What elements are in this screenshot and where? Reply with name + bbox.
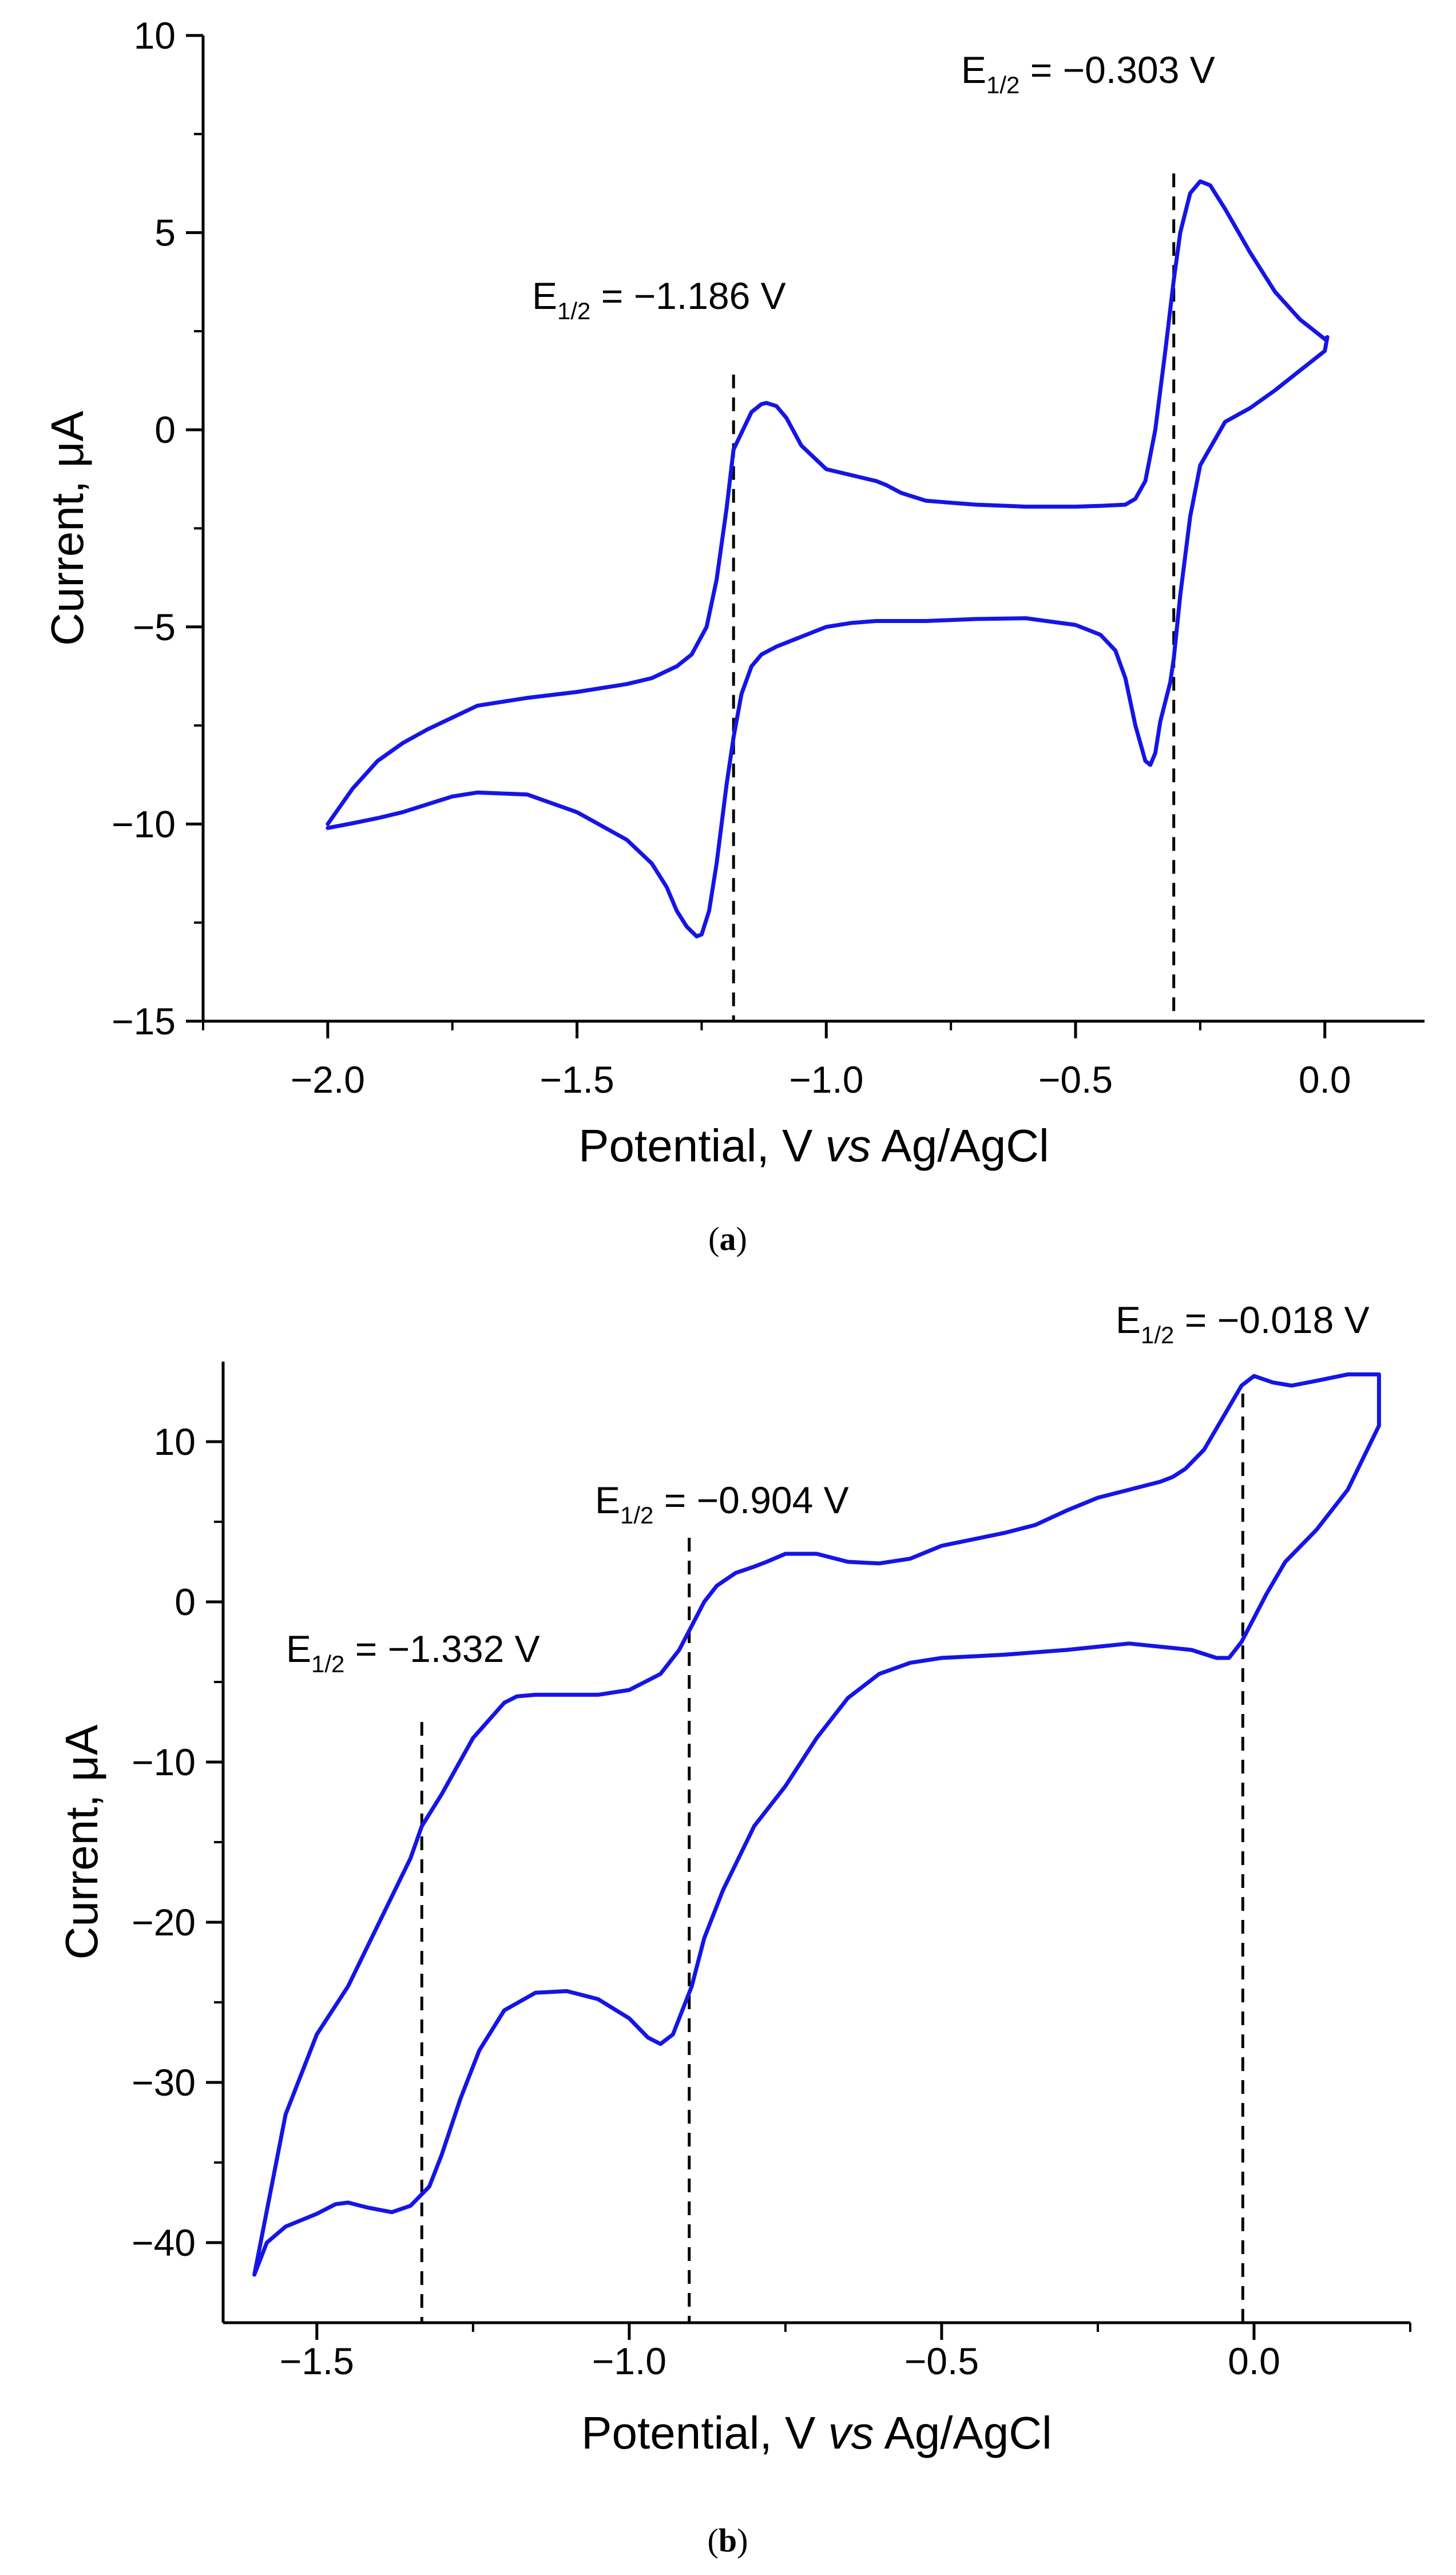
x-tick-label: −0.5 [1038,1058,1113,1101]
y-tick-label: −30 [132,2061,196,2104]
e-half-annotation: E1/2 = −0.018 V [1116,1299,1370,1348]
y-axis-title: Current, μA [42,411,93,646]
x-tick-label: −1.0 [789,1058,863,1101]
y-tick-label: 10 [134,14,176,57]
x-tick-label: −1.0 [592,2340,666,2382]
x-tick-label: 0.0 [1299,1058,1351,1101]
panel-caption: (a) [708,1220,747,1257]
y-tick-label: −15 [112,1000,176,1042]
y-tick-label: −10 [132,1741,196,1783]
chart-panel-a: −2.0 −1.5 −1.0 −0.5 0.0 −15 −10 −5 0 5 10 E1/2 = −0… [0,0,1456,1287]
x-axis-title: Potential, V vs Ag/AgCl [578,1120,1049,1171]
x-axis-title: Potential, V vs Ag/AgCl [581,2407,1052,2458]
chart-panel-b: −1.5 −1.0 −0.5 0.0 −40 −30 −20 −10 0 10 E1/2 = −0.… [0,1287,1456,2575]
cv-curve [252,1372,1381,2277]
e-half-annotation: E1/2 = −0.303 V [961,49,1215,98]
y-tick-label: −20 [132,1901,196,1943]
cyclic-voltammogram-b: −1.5 −1.0 −0.5 0.0 −40 −30 −20 −10 0 10 E1/2 = −0.… [56,1299,1411,2559]
e-half-annotation: E1/2 = −1.332 V [286,1628,540,1677]
x-tick-label: −1.5 [280,2340,354,2382]
y-tick-label: −40 [132,2221,196,2264]
y-tick-label: 0 [174,1581,196,1623]
y-axis-title: Current, μA [56,1724,107,1959]
y-tick-label: 10 [154,1421,196,1463]
panel-caption: (b) [708,2522,748,2559]
y-tick-label: −5 [133,606,176,648]
x-tick-label: −0.5 [904,2340,979,2382]
e-half-annotation: E1/2 = −0.904 V [595,1479,849,1529]
x-tick-label: −1.5 [539,1058,614,1101]
y-tick-label: 5 [154,212,176,254]
cv-curve [326,179,1330,939]
e-half-annotation: E1/2 = −1.186 V [532,275,786,324]
cyclic-voltammogram-a: −2.0 −1.5 −1.0 −0.5 0.0 −15 −10 −5 0 5 10 E1/2 = −0… [42,14,1425,1257]
y-tick-label: 0 [154,408,176,451]
x-tick-label: 0.0 [1228,2340,1280,2382]
y-tick-label: −10 [112,803,176,845]
x-tick-label: −2.0 [291,1058,365,1101]
